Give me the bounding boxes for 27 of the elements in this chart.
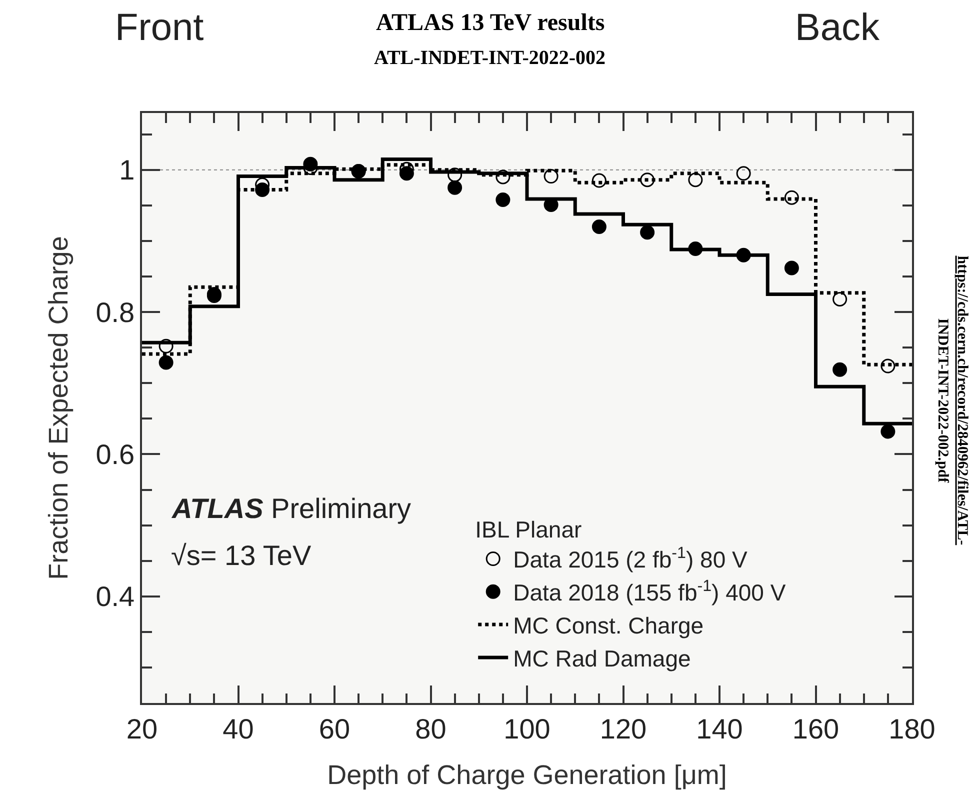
- text: Back: [795, 7, 880, 49]
- chart-subtitle: ATL-INDET-INT-2022-002: [374, 47, 606, 69]
- text: https://cds.cern.ch/record/2840962/files/ATL-INDET-INT-2022-002.pdf: [934, 256, 970, 546]
- y-axis-title: Fraction of Expected Charge: [43, 236, 74, 580]
- legend-label: Data 2018 (155 fb$^{-1}$) 400 V: [513, 576, 786, 606]
- x-tick-label: 80: [415, 713, 446, 744]
- x-tick-label: 60: [318, 713, 350, 744]
- legend-label: Data 2015 (2 fb$^{-1}$) 80 V: [513, 544, 748, 573]
- x-tick-label: 40: [222, 713, 254, 744]
- y-tick-label: 0.8: [96, 296, 135, 328]
- x-tick-label: 180: [888, 713, 936, 744]
- x-tick-label: 140: [696, 713, 743, 744]
- x-axis-title: Depth of Charge Generation [μm]: [327, 760, 727, 790]
- y-tick-label: 0.4: [96, 581, 135, 612]
- legend-label: MC Const. Charge: [513, 612, 704, 639]
- annotation: √s= 13 TeV: [171, 540, 312, 571]
- x-tick-label: 120: [600, 713, 647, 744]
- text: Front: [115, 7, 204, 49]
- y-tick-label: 1: [119, 154, 135, 186]
- x-tick-label: 20: [126, 713, 158, 744]
- y-tick-label: 0.6: [96, 439, 135, 470]
- x-tick-label: 160: [792, 713, 840, 744]
- legend-label: MC Rad Damage: [513, 645, 691, 672]
- x-tick-label: 100: [504, 713, 550, 744]
- legend-title: IBL Planar: [475, 516, 582, 542]
- annotation: ATLAS Preliminary: [171, 493, 412, 524]
- chart-title: ATLAS 13 TeV results: [376, 10, 605, 36]
